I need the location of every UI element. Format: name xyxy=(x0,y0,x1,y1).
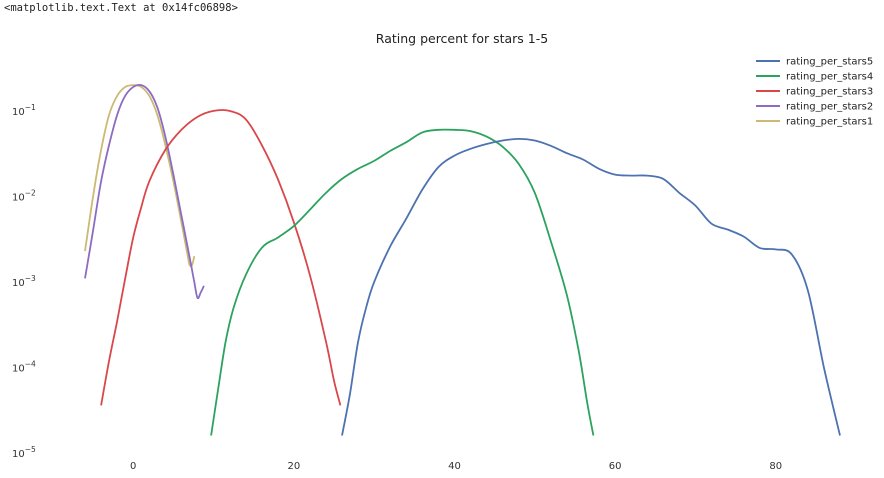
legend-label: rating_per_stars1 xyxy=(786,117,873,128)
series-line-rating_per_stars5 xyxy=(341,138,841,436)
x-tick-label: 80 xyxy=(769,461,782,472)
y-tick-labels: 10−1 10−2 10−3 10−4 10−5 xyxy=(12,103,36,460)
legend-label: rating_per_stars5 xyxy=(786,57,873,68)
y-tick-label: 10−5 xyxy=(12,445,36,460)
y-tick-label: 10−3 xyxy=(12,274,36,289)
cell-output-repr: <matplotlib.text.Text at 0x14fc06898> xyxy=(4,2,238,14)
x-tick-label: 40 xyxy=(448,461,461,472)
x-tick-label: 20 xyxy=(287,461,300,472)
x-tick-label: 0 xyxy=(130,461,136,472)
x-tick-label: 60 xyxy=(609,461,622,472)
series-line-rating_per_stars2 xyxy=(84,83,205,300)
y-tick-label: 10−4 xyxy=(12,359,36,374)
chart-title: Rating percent for stars 1-5 xyxy=(376,31,548,46)
legend-label: rating_per_stars3 xyxy=(786,87,873,98)
series-lines xyxy=(84,83,841,436)
series-line-rating_per_stars1 xyxy=(84,84,196,268)
x-tick-labels: 0 20 40 60 80 xyxy=(130,461,782,472)
legend: rating_per_stars5 rating_per_stars4rating… xyxy=(756,57,873,128)
series-line-rating_per_stars3 xyxy=(100,109,342,406)
legend-label: rating_per_stars2 xyxy=(786,102,873,113)
y-tick-label: 10−1 xyxy=(12,103,36,118)
series-line-rating_per_stars4 xyxy=(210,128,595,436)
y-tick-label: 10−2 xyxy=(12,188,36,203)
legend-label: rating_per_stars4 xyxy=(786,72,873,83)
